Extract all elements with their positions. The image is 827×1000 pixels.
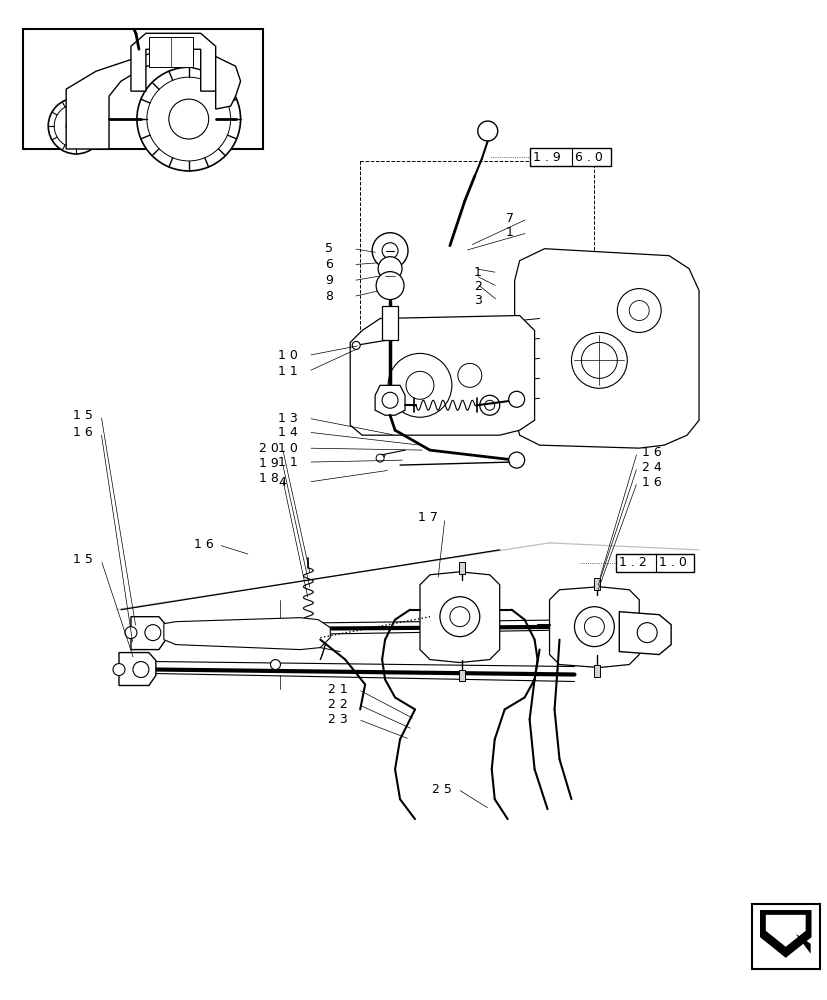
Bar bbox=[458, 562, 464, 574]
Bar bbox=[23, 29, 262, 149]
Bar bbox=[594, 578, 600, 590]
Text: 1 6: 1 6 bbox=[642, 476, 661, 489]
Polygon shape bbox=[760, 911, 810, 957]
Polygon shape bbox=[514, 249, 698, 448]
Circle shape bbox=[125, 627, 136, 639]
Text: 1 5: 1 5 bbox=[73, 409, 93, 422]
Circle shape bbox=[457, 363, 481, 387]
Circle shape bbox=[479, 395, 500, 415]
Text: 1: 1 bbox=[473, 266, 481, 279]
Text: 1 1: 1 1 bbox=[278, 456, 298, 469]
Circle shape bbox=[112, 664, 125, 676]
Bar bbox=[149, 37, 193, 67]
Text: 2 3: 2 3 bbox=[327, 713, 347, 726]
Circle shape bbox=[439, 597, 479, 637]
Bar bbox=[751, 904, 819, 969]
Circle shape bbox=[133, 662, 149, 678]
Polygon shape bbox=[131, 33, 215, 91]
Polygon shape bbox=[375, 385, 404, 415]
Text: 1 . 2: 1 . 2 bbox=[619, 556, 646, 569]
Text: 2 2: 2 2 bbox=[327, 698, 347, 711]
Text: 1 9: 1 9 bbox=[258, 457, 278, 470]
Circle shape bbox=[581, 342, 617, 378]
Polygon shape bbox=[765, 915, 805, 947]
Circle shape bbox=[449, 607, 469, 627]
Text: 1 6: 1 6 bbox=[73, 426, 93, 439]
Text: 2 1: 2 1 bbox=[327, 683, 347, 696]
Polygon shape bbox=[549, 587, 638, 668]
Circle shape bbox=[66, 116, 86, 136]
Circle shape bbox=[629, 301, 648, 320]
Circle shape bbox=[617, 289, 661, 332]
Text: 9: 9 bbox=[325, 274, 332, 287]
Text: 5: 5 bbox=[325, 242, 333, 255]
Text: 1 0: 1 0 bbox=[278, 442, 298, 455]
Circle shape bbox=[508, 452, 524, 468]
Bar bbox=[458, 670, 464, 681]
Circle shape bbox=[571, 332, 627, 388]
Circle shape bbox=[477, 121, 497, 141]
Circle shape bbox=[574, 607, 614, 647]
Polygon shape bbox=[66, 49, 241, 149]
Text: 1 . 0: 1 . 0 bbox=[658, 556, 686, 569]
Text: 1: 1 bbox=[505, 226, 513, 239]
Text: 6 . 0: 6 . 0 bbox=[575, 151, 603, 164]
Polygon shape bbox=[419, 572, 500, 663]
Text: 1 4: 1 4 bbox=[278, 426, 298, 439]
Text: 2 4: 2 4 bbox=[642, 461, 661, 474]
Circle shape bbox=[375, 272, 404, 300]
Circle shape bbox=[270, 660, 280, 670]
Polygon shape bbox=[131, 617, 165, 650]
Text: 1 3: 1 3 bbox=[278, 412, 298, 425]
Text: 1 7: 1 7 bbox=[418, 511, 437, 524]
Circle shape bbox=[270, 625, 280, 635]
Circle shape bbox=[637, 623, 657, 643]
Polygon shape bbox=[350, 316, 534, 435]
Text: 2 5: 2 5 bbox=[432, 783, 452, 796]
Circle shape bbox=[169, 99, 208, 139]
Circle shape bbox=[381, 243, 398, 259]
Circle shape bbox=[146, 77, 231, 161]
Text: 8: 8 bbox=[325, 290, 333, 303]
Text: 1 1: 1 1 bbox=[278, 365, 298, 378]
Polygon shape bbox=[589, 615, 619, 658]
Polygon shape bbox=[119, 653, 155, 685]
Text: 4: 4 bbox=[278, 476, 286, 489]
Circle shape bbox=[48, 98, 104, 154]
Text: 7: 7 bbox=[505, 212, 513, 225]
Text: 1 . 9: 1 . 9 bbox=[532, 151, 560, 164]
Circle shape bbox=[54, 104, 98, 148]
Text: 6: 6 bbox=[325, 258, 332, 271]
Circle shape bbox=[508, 391, 524, 407]
Bar bbox=[615, 554, 693, 572]
Circle shape bbox=[599, 629, 614, 645]
Bar bbox=[529, 148, 610, 166]
Circle shape bbox=[405, 371, 433, 399]
Text: 1 5: 1 5 bbox=[73, 553, 93, 566]
Polygon shape bbox=[164, 618, 330, 650]
Bar bbox=[381, 306, 398, 340]
Text: 2 0: 2 0 bbox=[258, 442, 278, 455]
Circle shape bbox=[381, 392, 398, 408]
Circle shape bbox=[145, 625, 160, 641]
Text: 1 6: 1 6 bbox=[642, 446, 661, 459]
Polygon shape bbox=[619, 612, 671, 655]
Polygon shape bbox=[795, 934, 810, 954]
Circle shape bbox=[584, 617, 604, 637]
Text: 1 6: 1 6 bbox=[194, 538, 213, 551]
Text: 1 8: 1 8 bbox=[258, 472, 278, 485]
Circle shape bbox=[375, 454, 384, 462]
Circle shape bbox=[388, 353, 452, 417]
Circle shape bbox=[136, 67, 241, 171]
Bar bbox=[594, 665, 600, 677]
Circle shape bbox=[351, 341, 360, 349]
Circle shape bbox=[371, 233, 408, 269]
Circle shape bbox=[300, 628, 316, 644]
Text: 2: 2 bbox=[473, 280, 481, 293]
Bar bbox=[360, 161, 594, 395]
Circle shape bbox=[378, 257, 402, 281]
Text: 3: 3 bbox=[473, 294, 481, 307]
Text: 1 0: 1 0 bbox=[278, 349, 298, 362]
Circle shape bbox=[484, 400, 494, 410]
